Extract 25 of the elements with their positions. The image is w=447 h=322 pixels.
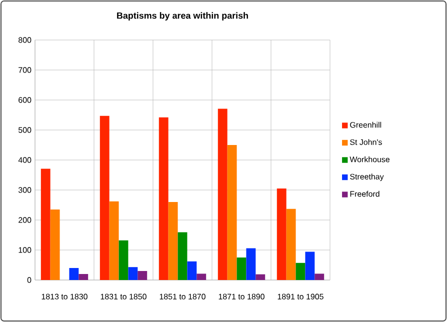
bar [50,210,60,280]
bar [286,208,296,280]
bar [218,108,228,280]
bar [128,267,138,280]
bar [305,252,315,280]
bar [178,232,188,280]
bar [296,262,306,280]
chart-title: Baptisms by area within parish [117,12,248,21]
bar [256,274,266,280]
bar [69,268,79,280]
bar [187,261,197,280]
bar [168,202,178,280]
bar [276,188,286,280]
bar [227,145,237,280]
bar [40,168,50,280]
bar [118,240,128,280]
bar [158,117,168,280]
bar [314,274,324,280]
bar [109,201,119,280]
bar [100,116,110,280]
bar [196,274,206,280]
bar [78,274,88,280]
bar [236,258,246,280]
bar [138,271,148,280]
bar [246,248,256,280]
